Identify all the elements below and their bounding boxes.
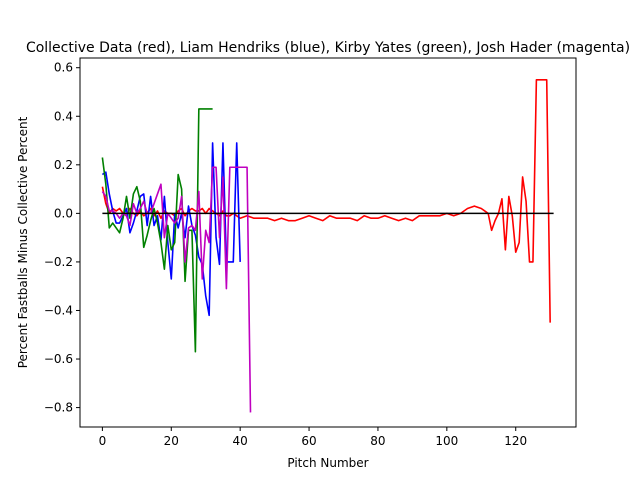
y-tick-label: −0.2 <box>44 255 73 269</box>
chart-title: Collective Data (red), Liam Hendriks (bl… <box>26 40 630 56</box>
y-tick-label: 0.6 <box>54 61 73 75</box>
series-line-0 <box>101 79 551 323</box>
series-line-3 <box>101 166 252 413</box>
series-line-2 <box>101 108 213 353</box>
x-tick-label: 60 <box>301 434 316 448</box>
series-layer <box>101 79 554 413</box>
y-tick-label: 0.2 <box>54 158 73 172</box>
x-tick-label: 80 <box>370 434 385 448</box>
y-tick-label: 0.0 <box>54 206 73 220</box>
x-tick-label: 120 <box>504 434 527 448</box>
plot-area <box>80 58 576 427</box>
x-tick-label: 0 <box>99 434 107 448</box>
y-tick-label: 0.4 <box>54 109 73 123</box>
x-axis: 0 20 40 60 80 100 120 <box>99 427 527 448</box>
y-tick-label: −0.6 <box>44 352 73 366</box>
x-tick-label: 40 <box>233 434 248 448</box>
y-tick-label: −0.4 <box>44 303 73 317</box>
series-line-1 <box>101 142 241 317</box>
y-axis: −0.8 −0.6 −0.4 −0.2 0.0 0.2 0.4 0.6 <box>44 61 80 415</box>
x-tick-label: 20 <box>164 434 179 448</box>
x-axis-label: Pitch Number <box>287 456 368 470</box>
x-tick-label: 100 <box>435 434 458 448</box>
y-tick-label: −0.8 <box>44 401 73 415</box>
plot-frame <box>79 57 577 428</box>
y-axis-label: Percent Fastballs Minus Collective Perce… <box>16 116 30 368</box>
